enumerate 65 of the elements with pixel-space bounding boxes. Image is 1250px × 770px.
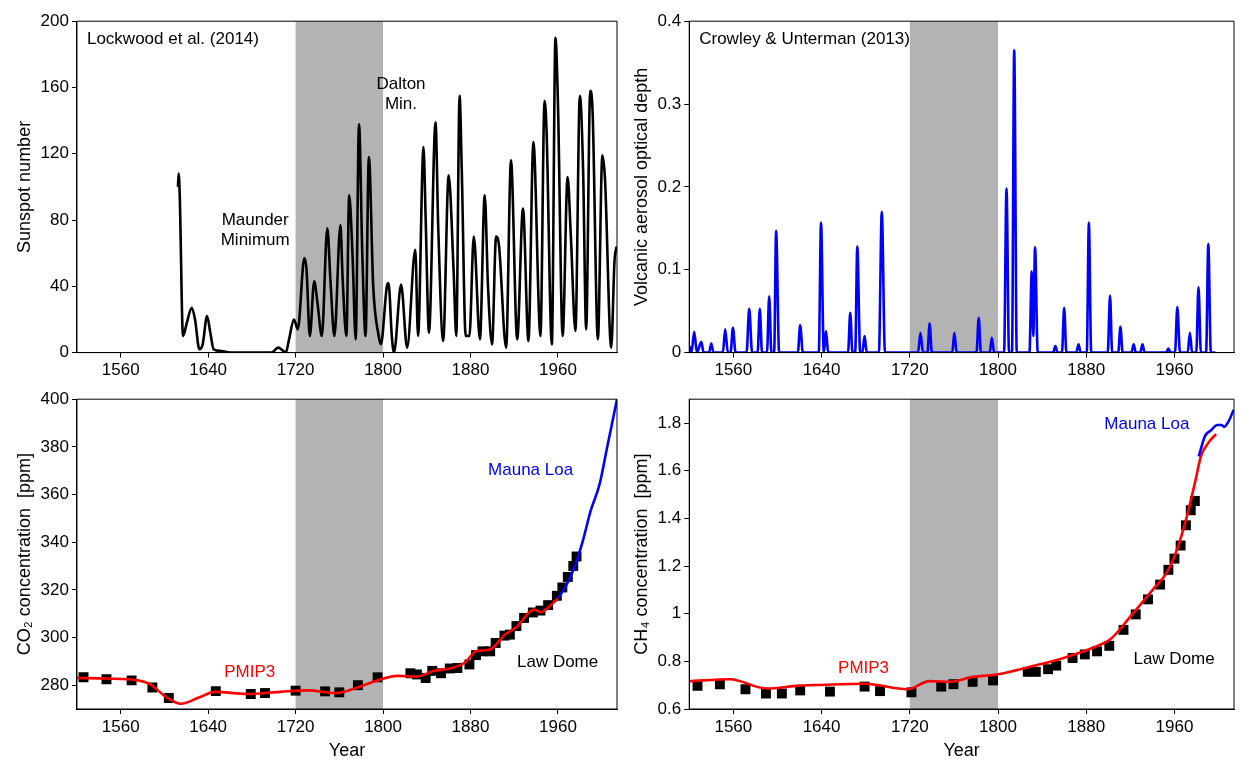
x-tick-label: 1560 — [714, 716, 753, 736]
y-tick-label: 400 — [40, 388, 69, 408]
x-tick-label: 1640 — [802, 716, 841, 736]
x-tick-label: 1960 — [1155, 716, 1194, 736]
y-tick-label: 0.8 — [657, 651, 682, 671]
annotation: Crowley & Unterman (2013) — [699, 29, 910, 49]
y-axis-title: CH₄ concentration [ppm] — [630, 453, 651, 655]
y-tick-label: 160 — [40, 77, 69, 97]
x-tick-label: 1720 — [890, 360, 929, 380]
x-tick-label: 1880 — [451, 360, 490, 380]
annotation: Lockwood et al. (2014) — [86, 29, 259, 49]
series-label: PMIP3 — [224, 661, 276, 681]
x-tick-label: 1800 — [979, 360, 1017, 380]
x-tick-label: 1720 — [890, 716, 929, 736]
y-tick-label: 380 — [40, 436, 69, 456]
x-tick-label: 1880 — [1067, 716, 1106, 736]
y-tick-label: 0 — [671, 342, 682, 362]
x-tick-label: 1640 — [189, 360, 228, 380]
annotation: Dalton Min. — [376, 73, 426, 113]
x-tick-label: 1720 — [276, 716, 315, 736]
series-label: Law Dome — [516, 652, 599, 672]
x-tick-label: 1560 — [101, 360, 140, 380]
y-tick-label: 360 — [40, 484, 69, 504]
y-tick-label: 1.2 — [657, 555, 682, 575]
y-tick-label: 80 — [50, 209, 69, 229]
y-tick-label: 200 — [40, 10, 69, 30]
y-axis-title: CO₂ concentration [ppm] — [13, 453, 34, 656]
y-tick-label: 120 — [40, 143, 69, 163]
y-axis-title: Sunspot number — [13, 120, 34, 253]
y-tick-label: 0.2 — [657, 176, 682, 196]
x-tick-label: 1640 — [189, 716, 228, 736]
y-tick-label: 0.4 — [657, 10, 682, 30]
series-label: Law Dome — [1133, 649, 1215, 669]
y-tick-label: 0.6 — [657, 698, 682, 718]
y-tick-label: 1.8 — [657, 412, 682, 432]
x-tick-label: 1880 — [1067, 360, 1106, 380]
y-tick-label: 40 — [50, 276, 69, 296]
x-tick-label: 1800 — [979, 716, 1017, 736]
x-tick-label: 1800 — [364, 716, 402, 736]
x-tick-label: 1960 — [1155, 360, 1194, 380]
x-tick-label: 1880 — [451, 716, 490, 736]
y-tick-label: 340 — [40, 531, 69, 551]
x-tick-label: 1800 — [364, 360, 402, 380]
series-label: Mauna Loa — [1104, 413, 1190, 433]
y-tick-label: 320 — [40, 579, 69, 599]
x-tick-label: 1640 — [802, 360, 841, 380]
y-tick-label: 300 — [40, 627, 69, 647]
y-tick-label: 0.1 — [657, 259, 682, 279]
x-tick-label: 1720 — [276, 360, 315, 380]
annotation: Maunder Minimum — [220, 209, 290, 249]
x-tick-label: 1960 — [539, 716, 577, 736]
x-tick-label: 1960 — [539, 360, 577, 380]
y-tick-label: 280 — [40, 674, 69, 694]
y-axis-title: Volcanic aerosol optical depth — [630, 67, 651, 306]
y-tick-label: 1.4 — [657, 508, 682, 528]
x-axis-title: Year — [943, 740, 980, 761]
y-tick-label: 1.6 — [657, 460, 682, 480]
x-axis-title: Year — [328, 740, 366, 761]
series-label: PMIP3 — [838, 658, 890, 678]
y-tick-label: 0.3 — [657, 93, 682, 113]
x-tick-label: 1560 — [714, 360, 753, 380]
y-tick-label: 1 — [671, 603, 682, 623]
y-tick-label: 0 — [59, 342, 69, 362]
series-label: Mauna Loa — [488, 460, 574, 480]
x-tick-label: 1560 — [101, 716, 140, 736]
